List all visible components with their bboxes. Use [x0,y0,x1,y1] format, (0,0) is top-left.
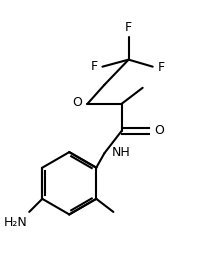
Text: NH: NH [112,146,131,159]
Text: F: F [90,60,97,73]
Text: O: O [72,96,82,109]
Text: F: F [125,21,132,34]
Text: O: O [155,124,165,138]
Text: F: F [158,61,165,74]
Text: H₂N: H₂N [4,216,27,228]
